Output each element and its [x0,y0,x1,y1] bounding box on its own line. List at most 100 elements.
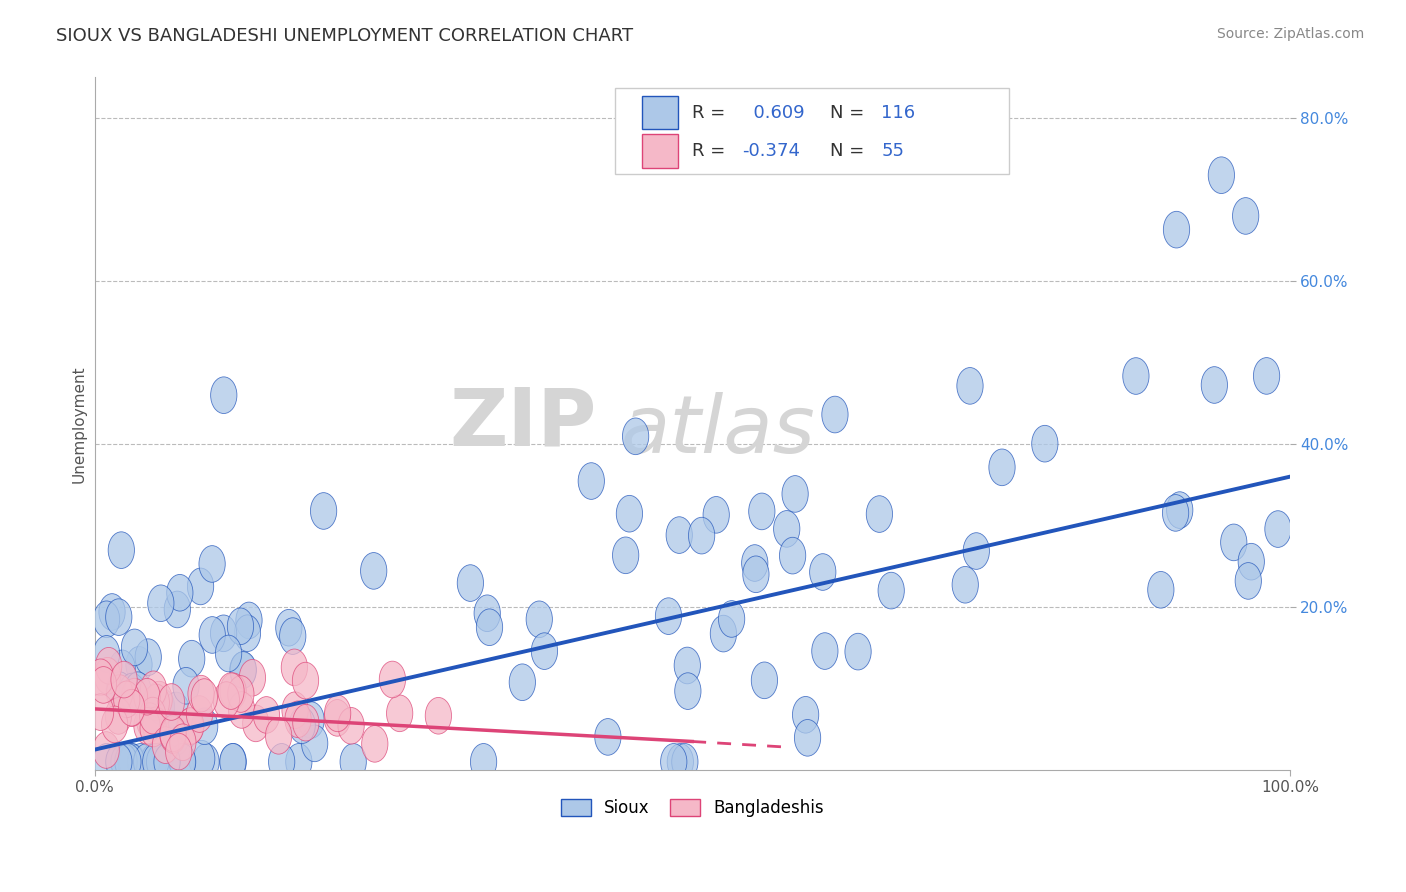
Ellipse shape [655,598,682,634]
Ellipse shape [290,706,315,744]
Ellipse shape [187,696,212,732]
Ellipse shape [387,695,413,731]
Ellipse shape [188,740,215,777]
Ellipse shape [751,662,778,698]
Ellipse shape [187,568,214,605]
Text: ZIP: ZIP [450,384,596,463]
Ellipse shape [228,675,254,713]
Ellipse shape [1265,511,1291,548]
Ellipse shape [1147,572,1174,608]
Ellipse shape [134,707,160,744]
Ellipse shape [163,719,190,756]
Ellipse shape [101,706,128,743]
Ellipse shape [298,702,325,739]
Ellipse shape [96,648,122,684]
Ellipse shape [474,595,501,632]
Ellipse shape [166,733,191,770]
Ellipse shape [108,532,135,568]
Ellipse shape [509,664,536,700]
Text: R =: R = [692,103,731,122]
Text: -0.374: -0.374 [742,142,800,160]
Ellipse shape [477,609,503,646]
Ellipse shape [266,717,292,754]
Ellipse shape [285,701,311,738]
Y-axis label: Unemployment: Unemployment [72,365,86,483]
Ellipse shape [193,744,219,780]
Ellipse shape [165,591,190,628]
Ellipse shape [292,705,319,741]
Ellipse shape [280,618,307,655]
Ellipse shape [107,672,132,708]
Ellipse shape [211,615,236,652]
Ellipse shape [215,635,242,672]
Ellipse shape [191,708,218,745]
Ellipse shape [218,673,245,709]
Ellipse shape [243,705,269,742]
Ellipse shape [87,659,114,696]
Ellipse shape [526,601,553,638]
Ellipse shape [93,744,120,780]
Ellipse shape [120,673,145,710]
Ellipse shape [718,600,745,637]
Ellipse shape [118,690,145,726]
Ellipse shape [285,744,312,780]
Ellipse shape [121,629,148,665]
Ellipse shape [121,678,148,715]
Ellipse shape [173,667,200,704]
Ellipse shape [471,744,496,780]
Ellipse shape [211,376,238,414]
Ellipse shape [110,650,135,687]
Ellipse shape [125,672,150,708]
Ellipse shape [668,744,693,780]
Ellipse shape [136,703,163,739]
Ellipse shape [115,744,141,780]
Ellipse shape [146,681,173,718]
Ellipse shape [94,657,121,694]
Text: N =: N = [830,103,870,122]
Ellipse shape [325,695,350,731]
Ellipse shape [229,691,254,728]
Text: 0.609: 0.609 [742,103,806,122]
Text: atlas: atlas [620,392,815,470]
Ellipse shape [988,449,1015,485]
Ellipse shape [340,744,367,780]
Ellipse shape [748,493,775,530]
Ellipse shape [200,546,225,582]
Ellipse shape [673,648,700,684]
Ellipse shape [292,662,319,699]
Ellipse shape [821,396,848,433]
Ellipse shape [710,615,737,652]
Ellipse shape [231,651,256,689]
Ellipse shape [616,495,643,532]
Ellipse shape [1253,358,1279,394]
Ellipse shape [160,716,186,754]
Ellipse shape [675,673,702,709]
Ellipse shape [1208,157,1234,194]
Ellipse shape [457,565,484,601]
Ellipse shape [952,566,979,603]
Ellipse shape [703,497,730,533]
Ellipse shape [153,744,180,780]
Text: R =: R = [692,142,731,160]
Ellipse shape [228,608,253,645]
Ellipse shape [1234,563,1261,599]
Ellipse shape [578,463,605,500]
Ellipse shape [214,681,239,718]
Ellipse shape [1220,524,1247,561]
Ellipse shape [380,661,405,698]
Ellipse shape [253,697,280,733]
Ellipse shape [1201,367,1227,403]
Text: Source: ZipAtlas.com: Source: ZipAtlas.com [1216,27,1364,41]
Ellipse shape [810,554,837,591]
Ellipse shape [1167,491,1192,528]
Ellipse shape [229,652,256,689]
Ellipse shape [301,725,328,762]
Ellipse shape [283,692,308,729]
Ellipse shape [170,724,195,761]
Ellipse shape [281,649,308,686]
Ellipse shape [142,744,169,780]
Ellipse shape [177,707,204,744]
Ellipse shape [661,744,688,780]
Ellipse shape [93,601,120,638]
Ellipse shape [152,727,179,764]
